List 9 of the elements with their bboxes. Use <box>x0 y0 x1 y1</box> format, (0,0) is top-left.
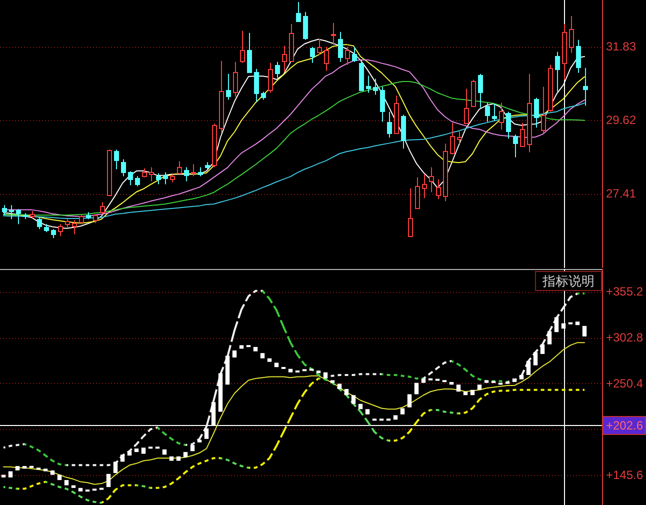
y-tick-label: 31.83 <box>606 40 636 54</box>
y-tick-label: +145.6 <box>606 468 644 482</box>
y-tick-label: +302.8 <box>606 330 644 345</box>
y-tick-label: 29.62 <box>606 113 636 128</box>
y-tick-label: 27.41 <box>606 186 636 201</box>
annotation: 指标说明 <box>542 274 594 288</box>
y-tick-label: +250.4 <box>606 376 644 390</box>
ref-line-label: +202.6 <box>606 418 644 432</box>
y-tick-label: +355.2 <box>606 284 644 299</box>
